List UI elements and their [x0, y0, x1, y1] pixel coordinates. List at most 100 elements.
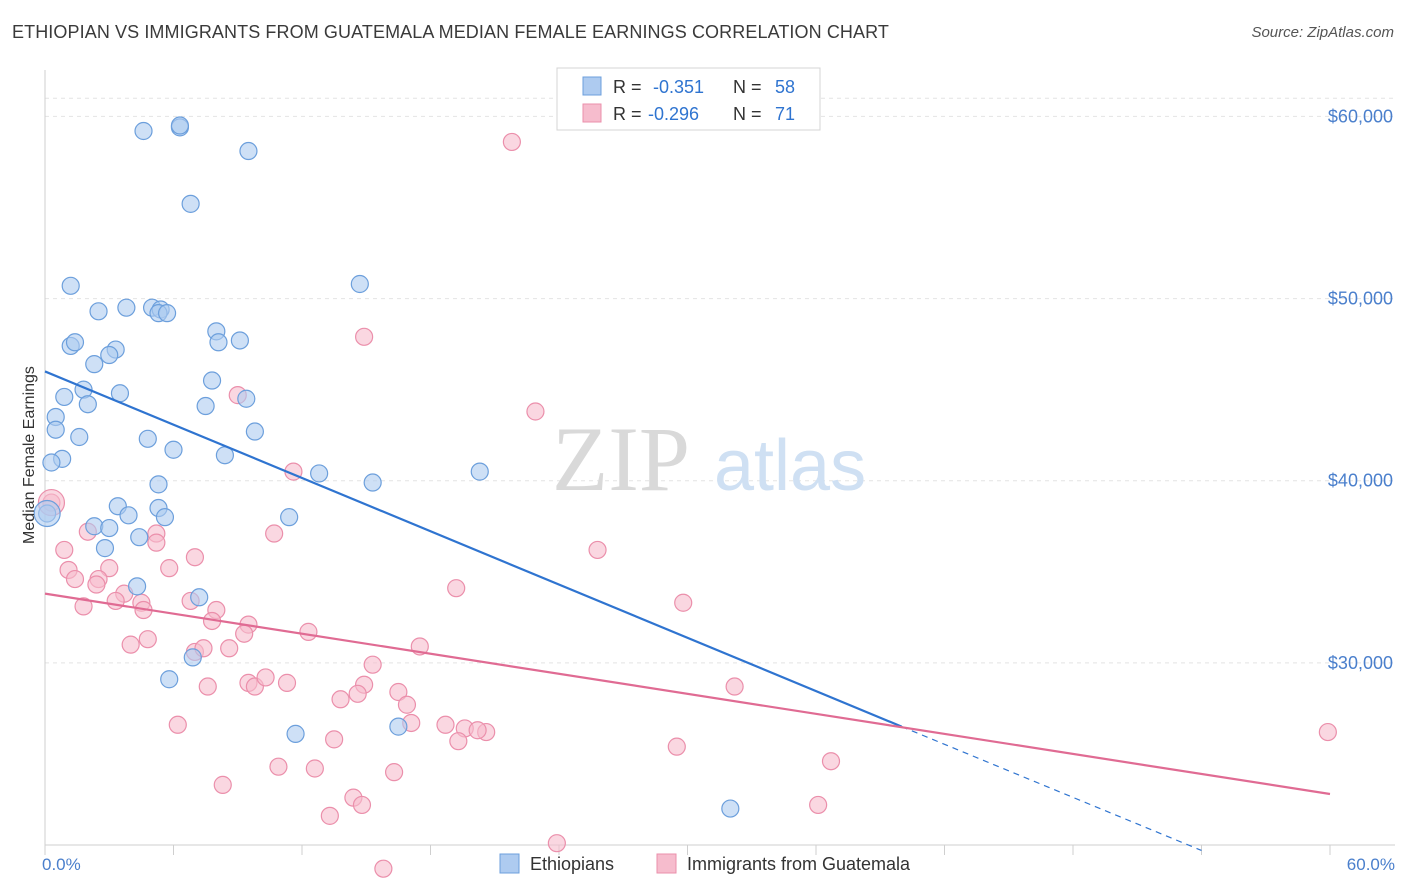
ethiopians-point-30 — [70, 427, 89, 447]
guatemala-point-21 — [106, 591, 125, 611]
ethiopians-point-25 — [237, 389, 256, 408]
y-tick-label-50000: $50,000 — [1328, 289, 1393, 309]
guatemala-point-67 — [809, 795, 828, 815]
ethiopians-point-36 — [42, 453, 61, 472]
y-tick-label-40000: $40,000 — [1328, 471, 1393, 491]
trend-line-ethiopians — [44, 370, 903, 728]
ethiopians-point-12 — [157, 304, 177, 323]
ethiopians-point-56 — [389, 717, 408, 736]
guatemala-point-54 — [468, 721, 487, 740]
trend-lines — [44, 370, 1331, 852]
ethiopians-point-large — [33, 499, 61, 528]
guatemala-point-6 — [265, 524, 284, 543]
ethiopians-point-32 — [245, 422, 264, 441]
ethiopians-point-49 — [130, 528, 149, 547]
guatemala-point-20 — [447, 579, 466, 598]
guatemala-point-15 — [160, 559, 179, 578]
guatemala-point-1 — [355, 327, 374, 346]
bottom-legend-swatch-guatemala — [656, 853, 677, 874]
guatemala-point-2 — [526, 402, 545, 421]
ethiopians-point-44 — [119, 506, 138, 525]
bottom-legend-label-guatemala: Immigrants from Guatemala — [687, 854, 911, 874]
ethiopians-point-52 — [190, 588, 209, 607]
chart-source: Source: ZipAtlas.com — [1251, 24, 1394, 41]
guatemala-point-63 — [821, 752, 841, 771]
ethiopians-point-46 — [280, 508, 299, 527]
ethiopians-point-24 — [55, 387, 74, 407]
y-tick-labels: $30,000 $40,000 $50,000 $60,000 — [1328, 106, 1393, 672]
ethiopians-point-4 — [181, 194, 200, 213]
bottom-legend-swatch-ethiopians — [499, 853, 520, 874]
guatemala-point-60 — [269, 757, 288, 776]
guatemala-point-13 — [100, 559, 119, 578]
guatemala-point-56 — [325, 730, 344, 749]
ethiopians-point-11 — [89, 302, 108, 321]
chart-title: ETHIOPIAN VS IMMIGRANTS FROM GUATEMALA M… — [12, 22, 890, 42]
ethiopians-point-37 — [310, 464, 329, 483]
ethiopians-point-51 — [127, 577, 147, 596]
ethiopians-point-29 — [46, 420, 65, 439]
legend-r-value-2: -0.296 — [648, 104, 699, 124]
trend-line-guatemala — [44, 592, 1331, 796]
ethiopians-point-38 — [470, 462, 489, 481]
guatemala-point-0 — [502, 132, 521, 152]
legend-r-value-1: -0.351 — [653, 77, 704, 97]
ethiopians-point-57 — [721, 799, 740, 818]
guatemala-point-16 — [65, 569, 85, 589]
guatemala-point-43 — [256, 668, 275, 687]
ethiopians-point-54 — [160, 670, 179, 689]
guatemala-point-59 — [1318, 722, 1337, 742]
y-axis-label: Median Female Earnings — [21, 366, 38, 544]
legend-n-label-1: N = — [733, 77, 762, 97]
series-ethiopians — [33, 116, 740, 818]
guatemala-point-51 — [436, 715, 455, 734]
trend-line-ethiopians-extension — [901, 726, 1202, 852]
ethiopians-point-3 — [239, 141, 258, 161]
legend-r-label-1: R = — [613, 77, 642, 97]
legend-n-label-2: N = — [733, 104, 762, 124]
guatemala-point-66 — [352, 795, 372, 815]
guatemala-point-42 — [198, 677, 217, 696]
ethiopians-point-7 — [117, 298, 136, 317]
ethiopians-point-27 — [78, 395, 97, 414]
guatemala-point-47 — [348, 684, 367, 703]
legend-n-value-1: 58 — [775, 77, 795, 97]
watermark-zip: ZIP — [552, 408, 690, 510]
ethiopians-point-21 — [202, 371, 222, 390]
watermark-atlas: atlas — [714, 426, 866, 506]
guatemala-point-26 — [674, 593, 693, 612]
grid-lines — [45, 97, 1395, 664]
ethiopians-point-48 — [100, 518, 119, 538]
guatemala-point-30 — [299, 622, 318, 641]
guatemala-point-69 — [547, 834, 566, 853]
y-tick-label-30000: $30,000 — [1328, 653, 1393, 673]
ethiopians-point-16 — [230, 331, 249, 350]
guatemala-point-70 — [374, 859, 393, 878]
guatemala-point-38 — [363, 655, 382, 674]
ethiopians-point-53 — [183, 648, 202, 667]
x-tick-label-max: 60.0% — [1347, 855, 1395, 874]
guatemala-point-48 — [331, 690, 350, 709]
guatemala-point-64 — [213, 775, 232, 794]
guatemala-point-68 — [320, 806, 339, 825]
guatemala-point-23 — [74, 597, 93, 616]
ethiopians-point-40 — [149, 475, 168, 494]
ethiopians-point-20 — [85, 355, 104, 374]
ethiopians-point-15 — [65, 333, 85, 352]
ethiopians-point-47 — [85, 517, 104, 536]
ethiopians-point-19 — [100, 345, 119, 365]
ethiopians-point-1 — [170, 116, 190, 135]
guatemala-point-46 — [389, 682, 408, 702]
guatemala-point-11 — [588, 540, 607, 560]
ethiopians-point-39 — [363, 473, 382, 492]
guatemala-point-36 — [220, 639, 239, 658]
ethiopians-point-17 — [209, 333, 228, 352]
ethiopians-point-5 — [61, 276, 80, 295]
guatemala-point-31 — [235, 624, 254, 643]
x-tick-label-min: 0.0% — [42, 855, 81, 874]
ethiopians-point-6 — [350, 274, 369, 294]
guatemala-point-58 — [667, 737, 686, 756]
ethiopians-point-45 — [155, 508, 175, 527]
guatemala-point-49 — [397, 695, 417, 714]
